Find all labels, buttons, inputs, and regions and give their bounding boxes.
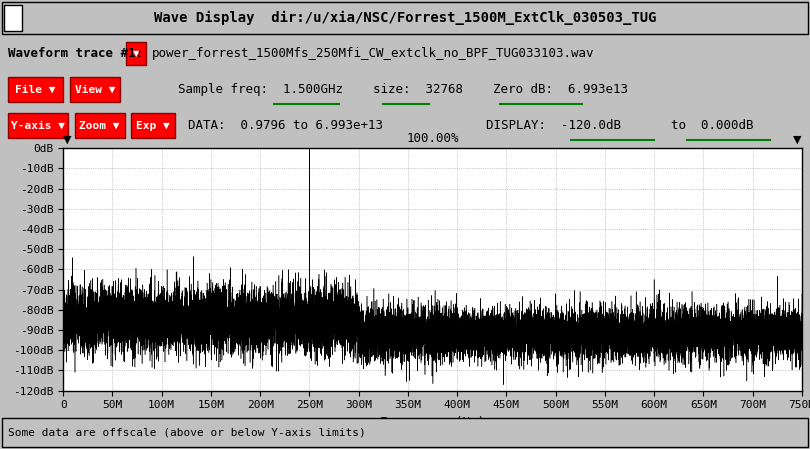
FancyBboxPatch shape [75,113,125,138]
Text: 100.00%: 100.00% [407,132,458,145]
FancyBboxPatch shape [70,77,120,102]
Text: Y-axis ▼: Y-axis ▼ [11,121,65,131]
FancyBboxPatch shape [2,418,808,447]
FancyBboxPatch shape [126,42,146,66]
Text: Some data are offscale (above or below Y-axis limits): Some data are offscale (above or below Y… [8,428,366,438]
Text: Zoom ▼: Zoom ▼ [79,121,120,131]
FancyBboxPatch shape [2,2,808,34]
FancyBboxPatch shape [4,5,22,31]
Text: power_forrest_1500Mfs_250Mfi_CW_extclk_no_BPF_TUG033103.wav: power_forrest_1500Mfs_250Mfi_CW_extclk_n… [152,48,595,60]
FancyBboxPatch shape [8,77,63,102]
FancyBboxPatch shape [8,113,68,138]
Text: Wave Display  dir:/u/xia/NSC/Forrest_1500M_ExtClk_030503_TUG: Wave Display dir:/u/xia/NSC/Forrest_1500… [154,11,656,25]
Text: DATA:  0.9796 to 6.993e+13: DATA: 0.9796 to 6.993e+13 [188,119,383,132]
Text: Waveform trace #1:: Waveform trace #1: [8,48,143,60]
Text: Exp ▼: Exp ▼ [136,121,170,131]
Text: Sample freq:  1.500GHz    size:  32768    Zero dB:  6.993e13: Sample freq: 1.500GHz size: 32768 Zero d… [178,83,629,96]
Text: ▼: ▼ [794,135,802,145]
Text: to  0.000dB: to 0.000dB [656,119,753,132]
Text: File ▼: File ▼ [15,85,56,95]
Text: ▼: ▼ [63,135,71,145]
X-axis label: Frequency (Hz): Frequency (Hz) [380,416,485,429]
Text: View ▼: View ▼ [75,85,115,95]
Text: ▼: ▼ [133,49,139,58]
FancyBboxPatch shape [131,113,175,138]
Text: DISPLAY:  -120.0dB: DISPLAY: -120.0dB [486,119,621,132]
